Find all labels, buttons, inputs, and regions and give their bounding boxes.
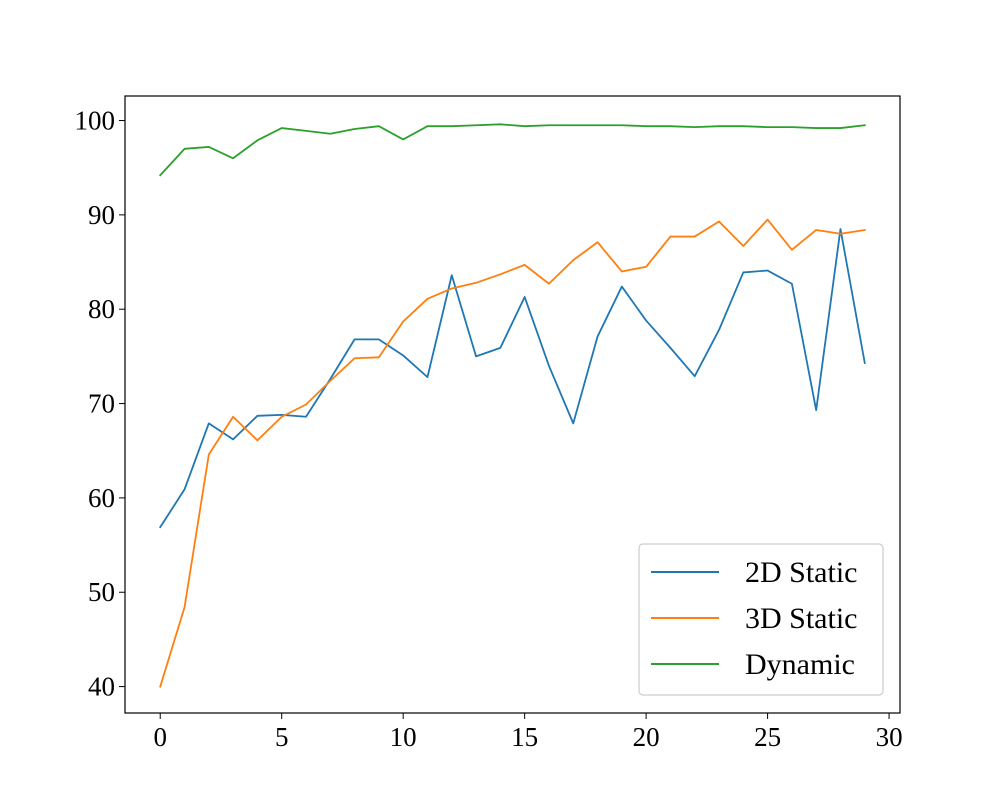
y-tick-label: 70 xyxy=(88,389,115,419)
legend-label-0: 2D Static xyxy=(745,556,858,589)
x-tick-label: 30 xyxy=(876,722,903,752)
y-axis-ticks: 40 50 60 70 80 90 100 xyxy=(75,106,125,702)
plot-area-frame xyxy=(124,95,901,714)
x-tick-label: 20 xyxy=(633,722,660,752)
x-tick-label: 5 xyxy=(275,722,289,752)
x-axis-ticks: 0 5 10 15 20 25 30 xyxy=(153,713,903,752)
y-tick-label: 90 xyxy=(88,200,115,230)
x-tick-label: 0 xyxy=(153,722,167,752)
y-tick-label: 100 xyxy=(75,106,116,136)
y-tick-label: 50 xyxy=(88,577,115,607)
legend-label-1: 3D Static xyxy=(745,602,858,635)
series-lines xyxy=(158,123,866,688)
series-line-2 xyxy=(158,123,866,177)
y-tick-label: 80 xyxy=(88,294,115,324)
y-tick-label: 60 xyxy=(88,483,115,513)
series-line-0 xyxy=(158,228,866,529)
legend-label-2: Dynamic xyxy=(745,648,855,681)
x-tick-label: 25 xyxy=(754,722,781,752)
series-line-1 xyxy=(159,218,866,688)
y-tick-label: 40 xyxy=(88,672,115,702)
legend: 2D Static 3D Static Dynamic xyxy=(638,543,884,696)
legend-box xyxy=(638,543,884,696)
x-tick-label: 15 xyxy=(511,722,538,752)
x-tick-label: 10 xyxy=(390,722,417,752)
